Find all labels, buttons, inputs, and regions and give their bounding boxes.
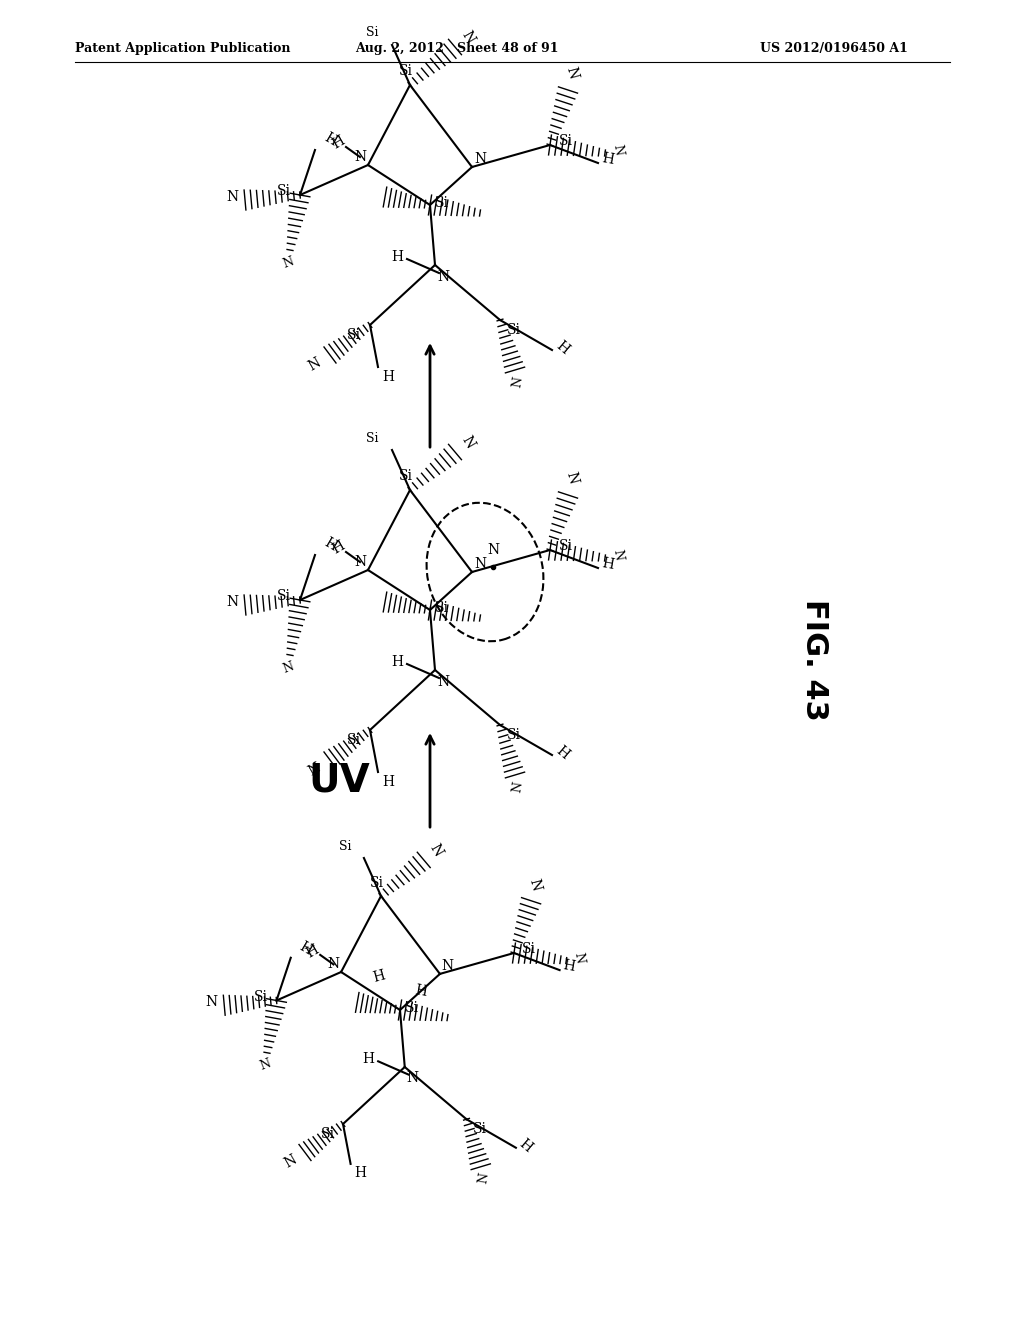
Text: UV: UV — [308, 762, 370, 799]
Text: N: N — [407, 1072, 419, 1085]
Text: N: N — [226, 595, 238, 609]
Text: Si: Si — [321, 1126, 335, 1140]
Text: H: H — [322, 131, 339, 149]
Text: Si: Si — [507, 729, 521, 742]
Text: N: N — [511, 375, 525, 388]
Text: H: H — [553, 743, 571, 762]
Text: N: N — [437, 271, 450, 284]
Text: N: N — [281, 660, 295, 676]
Text: Si: Si — [507, 323, 521, 337]
Text: N: N — [526, 876, 543, 892]
Text: H: H — [330, 539, 347, 557]
Text: H: H — [516, 1137, 535, 1155]
Text: H: H — [382, 775, 394, 789]
Text: Si: Si — [347, 733, 361, 747]
Text: Si: Si — [399, 469, 413, 483]
Text: N: N — [610, 548, 626, 561]
Text: N: N — [476, 1172, 490, 1184]
Text: H: H — [304, 942, 322, 960]
Text: N: N — [474, 152, 486, 166]
Text: H: H — [391, 655, 403, 669]
Text: N: N — [459, 433, 477, 450]
Text: Si: Si — [347, 327, 361, 342]
Text: H: H — [391, 249, 403, 264]
Text: Si: Si — [371, 875, 384, 890]
Text: Si: Si — [366, 432, 378, 445]
Text: Si: Si — [254, 990, 268, 1003]
Text: N: N — [427, 842, 445, 859]
Text: H: H — [354, 1167, 367, 1180]
Text: Si: Si — [473, 1122, 486, 1135]
Text: N: N — [354, 554, 366, 569]
Text: N: N — [437, 675, 450, 689]
Text: N: N — [306, 356, 324, 374]
Text: Patent Application Publication: Patent Application Publication — [75, 42, 291, 55]
Text: Si: Si — [559, 539, 573, 553]
Text: N: N — [474, 557, 486, 572]
Text: N: N — [258, 1057, 272, 1073]
Text: H: H — [296, 940, 313, 957]
Text: H: H — [362, 1052, 375, 1067]
Text: N: N — [459, 28, 477, 46]
Text: H: H — [601, 556, 615, 572]
Text: H: H — [330, 133, 347, 152]
Text: Si: Si — [559, 135, 573, 148]
Text: N: N — [563, 470, 581, 486]
Text: H: H — [562, 958, 577, 974]
Text: N: N — [281, 255, 295, 271]
Text: N: N — [226, 190, 238, 205]
Text: Si: Si — [278, 589, 291, 603]
Text: Si: Si — [522, 942, 537, 956]
Text: Aug. 2, 2012   Sheet 48 of 91: Aug. 2, 2012 Sheet 48 of 91 — [355, 42, 558, 55]
Text: H: H — [322, 536, 339, 554]
Text: N: N — [511, 780, 525, 793]
Text: N: N — [610, 144, 626, 157]
Text: N: N — [571, 952, 586, 965]
Text: N: N — [441, 960, 454, 973]
Text: N: N — [563, 65, 581, 81]
Text: N: N — [328, 957, 340, 972]
Text: H: H — [372, 969, 387, 985]
Text: Si: Si — [404, 1001, 419, 1015]
Text: H: H — [601, 150, 615, 166]
Text: N: N — [206, 995, 218, 1010]
Text: Si: Si — [435, 601, 449, 615]
Text: H: H — [382, 370, 394, 384]
Text: FIG. 43: FIG. 43 — [800, 599, 829, 721]
Text: Si: Si — [366, 26, 378, 40]
Text: Si: Si — [399, 63, 413, 78]
Text: N: N — [306, 760, 324, 779]
Text: H: H — [414, 983, 428, 999]
Text: US 2012/0196450 A1: US 2012/0196450 A1 — [760, 42, 908, 55]
Text: Si: Si — [339, 840, 351, 853]
Text: Si: Si — [435, 195, 449, 210]
Text: H: H — [553, 339, 571, 358]
Text: Si: Si — [278, 183, 291, 198]
Text: N: N — [354, 150, 366, 164]
Text: N: N — [487, 543, 499, 557]
Text: N: N — [282, 1152, 299, 1171]
